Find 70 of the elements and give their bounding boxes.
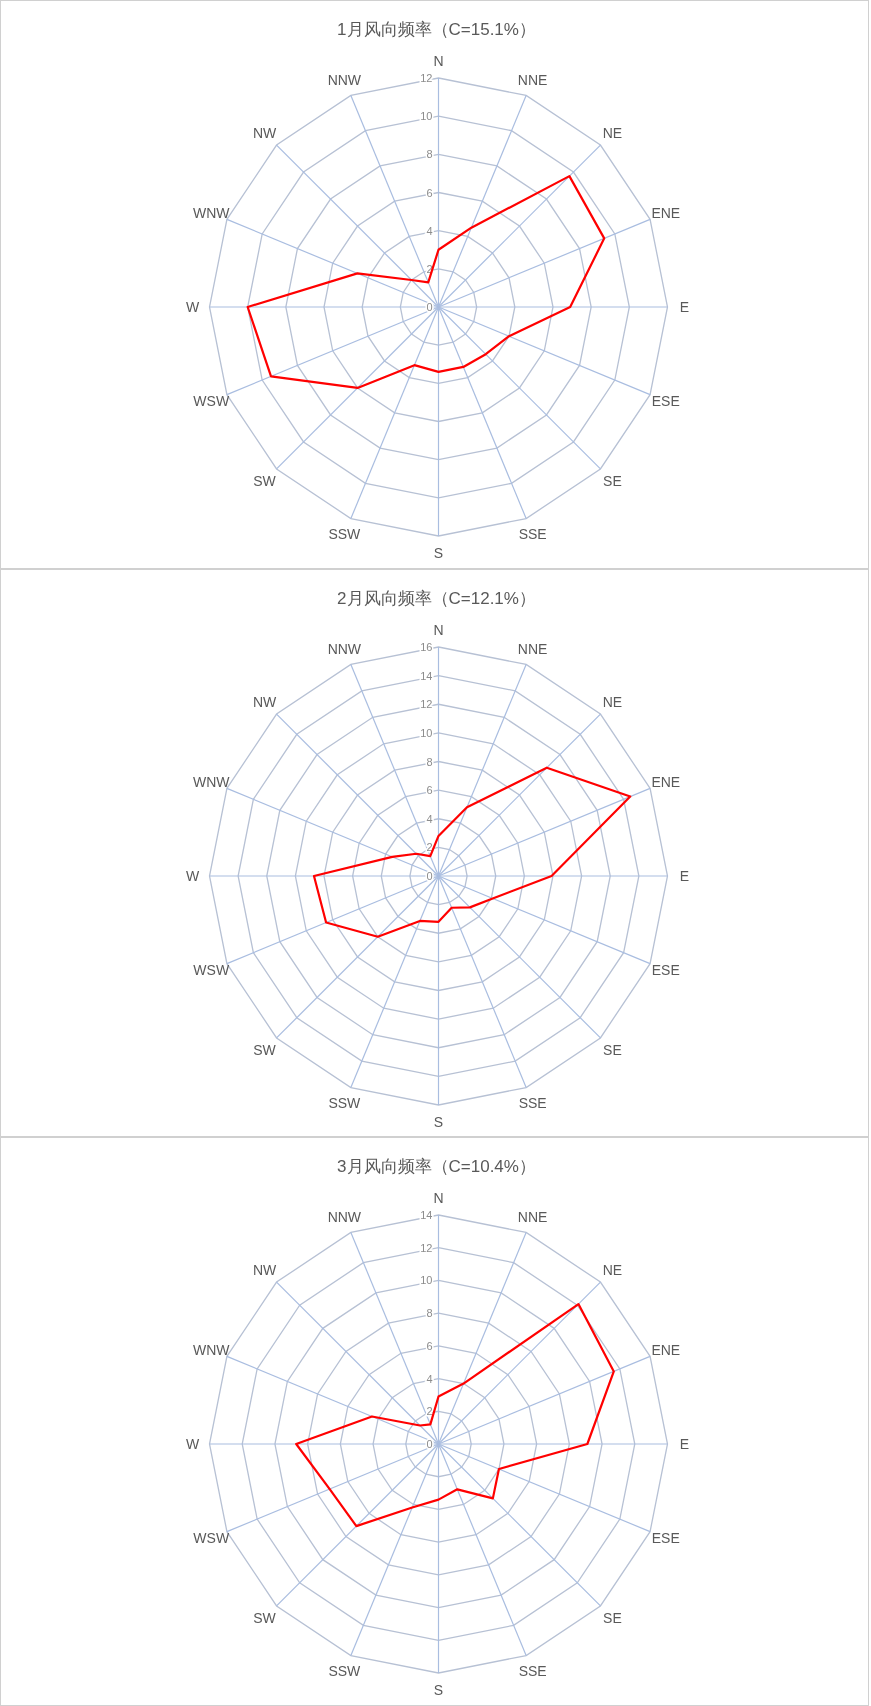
spoke-label: WNW [192,204,231,221]
spoke-label: NNE [517,1209,548,1226]
spoke-label: WNW [192,1342,231,1359]
spoke-label: NW [252,125,277,142]
spoke-label: ESE [651,1530,680,1547]
spoke-label: SE [603,472,622,489]
spoke-label: SSW [328,526,362,543]
spoke-label: NE [602,125,623,142]
spoke-label: SW [253,1041,277,1058]
spoke-label: SE [603,1041,622,1058]
y-tick-label: 12 [420,697,433,710]
spoke-label: NE [602,693,623,710]
spoke-label: NNW [327,640,362,657]
spoke-label: SE [603,1610,622,1627]
y-tick-label: 14 [420,669,433,682]
spoke-label: E [679,299,690,315]
spoke-label: N [433,1190,444,1207]
spoke-label: NNW [327,71,362,88]
spoke-label: ENE [651,1342,681,1359]
spoke-label: NNE [517,640,548,657]
spoke-label: SW [253,472,277,489]
y-tick-label: 8 [426,1307,433,1320]
y-tick-label: 8 [426,148,433,161]
y-tick-label: 0 [426,869,433,882]
chart-title: 1月风向频率（C=15.1%） [337,20,536,39]
spoke-label: NNW [327,1209,362,1226]
spoke-label: NW [252,1262,277,1279]
y-tick-label: 2 [426,1405,433,1418]
spoke-label: N [433,621,444,638]
y-tick-label: 0 [426,1438,433,1451]
y-tick-label: 4 [426,812,433,825]
y-tick-label: 6 [426,186,433,199]
spoke-label: N [433,53,444,69]
spoke-label: WSW [193,393,230,410]
spoke-label: SSW [328,1094,362,1111]
y-tick-label: 0 [426,301,433,313]
spoke-label: W [185,1436,200,1453]
spoke-label: SSW [328,1663,362,1680]
y-tick-label: 6 [426,1340,433,1353]
y-tick-label: 4 [426,1372,433,1385]
spoke-label: S [433,545,444,561]
spoke-label: SW [253,1610,277,1627]
spoke-label: E [679,1436,690,1453]
spoke-label: NE [602,1262,623,1279]
spoke-label: ESE [651,961,680,978]
y-tick-label: 8 [426,755,433,768]
spoke-label: ENE [651,204,681,221]
spoke-label: WSW [193,961,230,978]
spoke-label: SSE [518,1663,547,1680]
y-tick-label: 10 [420,726,433,739]
chart-title: 3月风向频率（C=10.4%） [337,1157,536,1177]
spoke-label: E [679,867,690,884]
spoke-label: S [433,1113,444,1130]
y-tick-label: 12 [420,1242,433,1255]
y-tick-label: 4 [426,224,433,237]
spoke-label: SSE [518,1094,547,1111]
spoke-label: W [185,867,200,884]
spoke-label: NNE [517,71,548,88]
spoke-label: SSE [518,526,547,543]
spoke-label: ENE [651,773,681,790]
chart-title: 2月风向频率（C=12.1%） [337,588,536,608]
spoke-label: WNW [192,773,231,790]
spoke-label: NW [252,693,277,710]
spoke-label: WSW [193,1530,230,1547]
spoke-label: W [185,299,200,315]
y-tick-label: 6 [426,783,433,796]
y-tick-label: 10 [420,1274,433,1287]
spoke-label: ESE [651,393,680,410]
spoke-label: S [433,1682,444,1699]
y-tick-label: 2 [426,841,433,854]
